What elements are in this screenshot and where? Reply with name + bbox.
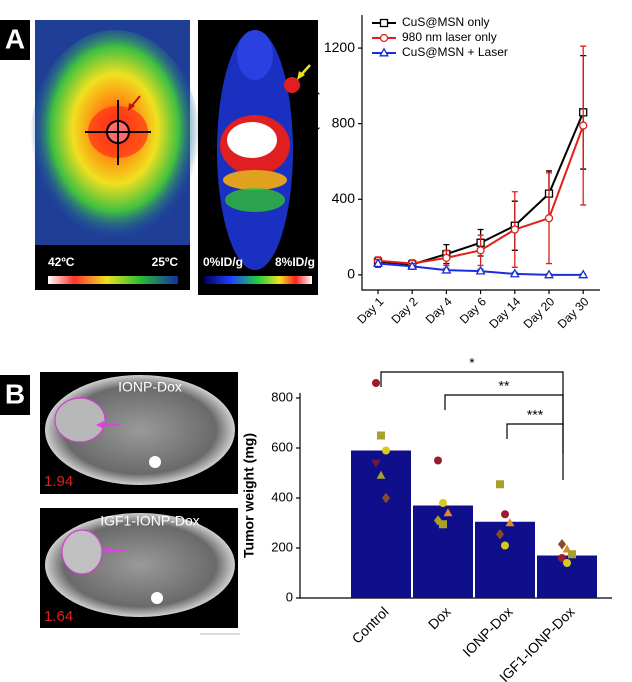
thermal-image bbox=[30, 20, 200, 290]
x-tick-label: Dox bbox=[425, 603, 454, 632]
y-tick-label: 800 bbox=[271, 389, 293, 404]
data-point bbox=[579, 121, 588, 130]
legend-label: 980 nm laser only bbox=[402, 30, 497, 44]
data-point bbox=[434, 456, 442, 465]
legend-label: CuS@MSN only bbox=[402, 15, 490, 29]
y-tick-label: 0 bbox=[347, 266, 355, 282]
data-point bbox=[439, 499, 447, 507]
data-point bbox=[372, 379, 380, 387]
mri-value: 1.94 bbox=[44, 473, 73, 490]
y-tick-label: 200 bbox=[271, 539, 293, 554]
data-point bbox=[501, 541, 509, 550]
y-tick-label: 400 bbox=[332, 190, 356, 206]
x-tick-label: Day 6 bbox=[457, 294, 489, 326]
x-tick-label: IONP-Dox bbox=[459, 603, 515, 659]
data-point bbox=[443, 508, 453, 517]
data-point bbox=[578, 269, 589, 279]
bar bbox=[475, 521, 535, 598]
mri-image bbox=[40, 372, 240, 635]
legend-marker bbox=[379, 33, 389, 43]
x-tick-label: Control bbox=[349, 603, 392, 646]
significance-label: * bbox=[469, 355, 475, 371]
panel-label-box bbox=[0, 20, 30, 60]
y-axis-label: Tumor size (mm³) bbox=[303, 90, 320, 216]
data-point bbox=[496, 529, 504, 540]
data-point bbox=[373, 257, 383, 267]
axes bbox=[361, 15, 600, 291]
y-tick-label: 800 bbox=[332, 114, 356, 130]
data-point bbox=[501, 510, 509, 519]
panel-label-box bbox=[0, 375, 30, 415]
x-tick-label: Day 1 bbox=[354, 294, 386, 326]
significance-label: *** bbox=[527, 407, 544, 423]
legend-marker bbox=[379, 47, 389, 57]
significance-bracket bbox=[444, 394, 564, 425]
pet-low-label: 0%ID/g bbox=[203, 255, 243, 269]
bar bbox=[413, 505, 473, 598]
data-point bbox=[407, 260, 418, 270]
thermal-cold-label: 25ºC bbox=[152, 255, 179, 269]
y-tick-label: 600 bbox=[271, 439, 293, 454]
data-point bbox=[563, 559, 571, 567]
pet-image bbox=[198, 20, 318, 295]
data-point bbox=[382, 446, 390, 455]
data-point bbox=[544, 269, 554, 279]
data-point bbox=[442, 253, 451, 263]
significance-label: ** bbox=[499, 378, 510, 394]
legend-label: CuS@MSN + Laser bbox=[402, 45, 508, 59]
pet-high-label: 8%ID/g bbox=[275, 255, 315, 269]
data-point bbox=[558, 554, 566, 562]
panel-label: B bbox=[5, 378, 25, 409]
x-tick-label: Day 2 bbox=[388, 294, 420, 326]
data-point bbox=[509, 268, 520, 278]
y-tick-label: 400 bbox=[271, 489, 293, 504]
data-point bbox=[382, 492, 390, 504]
x-tick-label: Day 30 bbox=[555, 294, 592, 331]
data-point bbox=[568, 550, 576, 559]
y-axis-label: Tumor weight (mg) bbox=[241, 433, 257, 558]
y-tick-label: 0 bbox=[286, 589, 293, 604]
mri-value: 1.64 bbox=[44, 608, 73, 625]
panel-label: A bbox=[5, 23, 25, 54]
data-point bbox=[510, 225, 519, 234]
data-point bbox=[475, 265, 486, 275]
data-point bbox=[441, 264, 452, 274]
data-point bbox=[371, 459, 381, 468]
mri-label: IGF1-IONP-Dox bbox=[100, 513, 200, 529]
data-point bbox=[439, 520, 447, 529]
data-point bbox=[544, 214, 554, 223]
thermal-hot-label: 42ºC bbox=[48, 255, 75, 269]
data-point bbox=[558, 539, 566, 550]
data-point bbox=[376, 470, 386, 479]
x-tick-label: Day 20 bbox=[521, 294, 558, 331]
data-point bbox=[496, 480, 504, 489]
mri-label: IONP-Dox bbox=[118, 379, 182, 395]
significance-bracket bbox=[506, 423, 564, 454]
data-point bbox=[377, 431, 385, 440]
data-point bbox=[476, 246, 485, 255]
data-point bbox=[505, 518, 515, 527]
legend-marker bbox=[379, 18, 389, 28]
y-tick-label: 1200 bbox=[324, 39, 355, 55]
x-tick-label: Day 14 bbox=[486, 294, 523, 331]
x-tick-label: Day 4 bbox=[423, 294, 455, 326]
